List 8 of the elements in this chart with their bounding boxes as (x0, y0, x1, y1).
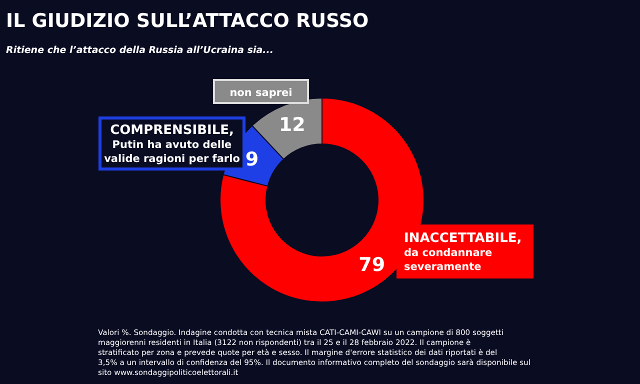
slice-label: INACCETTABILE, da condannare severamente (404, 231, 522, 273)
data-label: 9 (245, 148, 259, 170)
chart-subtitle: Ritiene che l’attacco della Russia all’Ucraina sia... (6, 45, 274, 56)
data-label: 12 (278, 114, 306, 136)
slice-label: COMPRENSIBILE, Putin ha avuto delle valide ragioni per farlo (104, 123, 240, 165)
chart-title: IL GIUDIZIO SULL’ATTACCO RUSSO (6, 10, 369, 32)
data-label: 79 (358, 254, 386, 276)
slice-label: non saprei (230, 87, 292, 99)
